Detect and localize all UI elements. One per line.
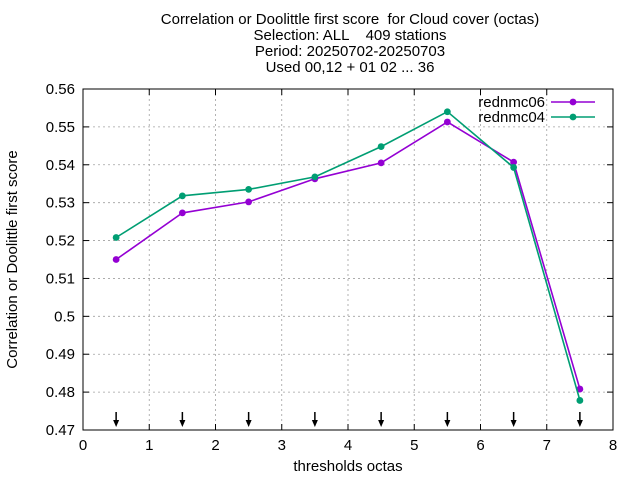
legend-marker: [569, 113, 577, 121]
data-point-rednmc06: [510, 158, 518, 166]
down-arrow-icon: [311, 412, 318, 427]
legend-label: rednmc06: [478, 94, 545, 111]
data-point-rednmc06: [112, 256, 120, 263]
y-tick-label: 0.54: [46, 157, 75, 174]
title-line-3: Period: 20250702-20250703: [254, 43, 446, 60]
arrow-head: [378, 420, 385, 427]
y-tick-label: 0.51: [46, 270, 75, 287]
series-group: [112, 108, 584, 404]
x-tick-label: 8: [609, 437, 617, 454]
arrow-head: [444, 420, 451, 427]
chart-title: Correlation or Doolittle first score for…: [100, 12, 600, 76]
down-arrow-icon: [179, 412, 186, 427]
down-arrow-icon: [576, 412, 583, 427]
grid: [83, 89, 613, 430]
data-point-rednmc04: [311, 173, 319, 181]
arrow-head: [311, 420, 318, 427]
x-tick-label: 0: [79, 437, 87, 454]
x-tick-label: 2: [211, 437, 219, 454]
data-point-rednmc04: [377, 143, 385, 150]
x-tick-label: 3: [278, 437, 286, 454]
series-line-rednmc04: [115, 110, 581, 401]
down-arrow-icon: [510, 412, 517, 427]
x-axis-label: thresholds octas: [293, 458, 402, 475]
axis-ticks: 0.47 0.48 0.49 0.5 0.51 0.52 0.53 0.54 0.55 0.56 0…: [46, 81, 617, 454]
y-tick-label: 0.49: [46, 346, 75, 363]
data-point-rednmc04: [245, 186, 253, 193]
y-tick-label: 0.52: [46, 233, 75, 250]
legend-marker: [569, 98, 577, 106]
series-line-rednmc06: [115, 121, 581, 390]
title-line-1: Correlation or Doolittle first score for…: [160, 11, 540, 28]
arrow-head: [510, 420, 517, 427]
data-point-rednmc04: [576, 397, 584, 404]
title-line-2: Selection: ALL 409 stations: [253, 27, 447, 44]
legend-label: rednmc04: [478, 109, 545, 126]
arrow-head: [576, 420, 583, 427]
x-tick-label: 1: [145, 437, 153, 454]
y-tick-label: 0.56: [46, 81, 75, 98]
title-line-4: Used 00,12 + 01 02 ... 36: [265, 59, 435, 76]
x-tick-label: 4: [344, 437, 352, 454]
x-tick-label: 6: [476, 437, 484, 454]
down-arrow-icon: [378, 412, 385, 427]
y-tick-label: 0.53: [46, 195, 75, 212]
x-tick-label: 7: [543, 437, 551, 454]
data-point-rednmc04: [510, 164, 518, 171]
data-point-rednmc04: [443, 108, 451, 116]
arrow-head: [245, 420, 252, 427]
arrow-head: [179, 420, 186, 427]
y-tick-label: 0.47: [46, 422, 75, 439]
data-point-rednmc06: [245, 198, 253, 206]
arrow-head: [113, 420, 120, 427]
data-point-rednmc06: [377, 159, 385, 167]
y-tick-label: 0.48: [46, 384, 75, 401]
y-axis-label: Correlation or Doolittle first score: [4, 150, 21, 368]
data-point-rednmc06: [576, 385, 584, 393]
y-tick-label: 0.5: [54, 308, 75, 325]
data-point-rednmc04: [112, 234, 120, 241]
data-point-rednmc04: [178, 192, 186, 200]
data-point-rednmc06: [443, 118, 451, 126]
down-arrow-icon: [245, 412, 252, 427]
threshold-arrows: [113, 412, 583, 427]
x-tick-label: 5: [410, 437, 418, 454]
y-tick-label: 0.55: [46, 119, 75, 136]
data-point-rednmc06: [178, 209, 186, 217]
down-arrow-icon: [444, 412, 451, 427]
down-arrow-icon: [113, 412, 120, 427]
